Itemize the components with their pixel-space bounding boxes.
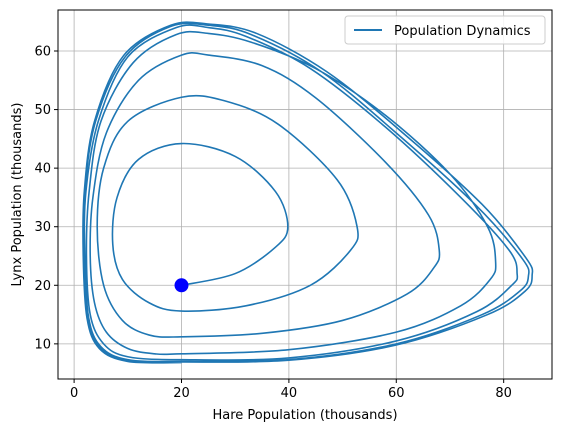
x-tick-label: 60 bbox=[388, 386, 405, 401]
x-axis-label: Hare Population (thousands) bbox=[212, 408, 397, 423]
x-axis: 0 20 40 60 80 bbox=[70, 379, 512, 401]
x-tick-label: 20 bbox=[173, 386, 190, 401]
y-tick-label: 60 bbox=[34, 45, 51, 60]
start-point-marker bbox=[174, 278, 189, 293]
x-tick-label: 40 bbox=[281, 386, 298, 401]
grid bbox=[58, 10, 552, 379]
legend-box bbox=[344, 15, 546, 45]
y-tick-label: 30 bbox=[34, 220, 51, 235]
y-axis-label: Lynx Population (thousands) bbox=[10, 103, 25, 287]
y-axis: 10 20 30 40 50 60 bbox=[34, 45, 58, 352]
legend-label: Population Dynamics bbox=[394, 24, 531, 39]
y-tick-label: 10 bbox=[34, 337, 51, 352]
plot-frame bbox=[57, 9, 553, 380]
series-line bbox=[82, 21, 534, 364]
marker-layer bbox=[174, 278, 189, 293]
y-tick-label: 50 bbox=[34, 103, 51, 118]
x-tick-label: 80 bbox=[495, 386, 512, 401]
y-tick-label: 40 bbox=[34, 162, 51, 177]
y-tick-label: 20 bbox=[34, 279, 51, 294]
series-layer bbox=[82, 21, 534, 364]
x-tick-label: 0 bbox=[70, 386, 78, 401]
legend: Population Dynamics bbox=[344, 15, 546, 45]
